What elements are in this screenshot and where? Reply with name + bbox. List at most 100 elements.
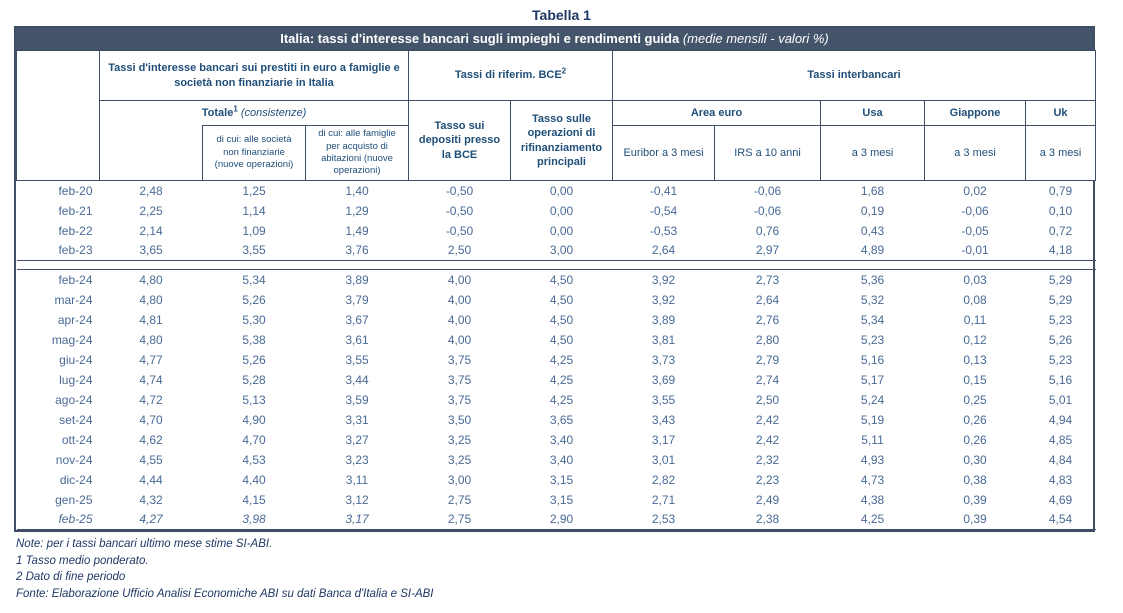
- spacer-cell: [17, 261, 1096, 270]
- cell-value: 5,36: [860, 272, 885, 287]
- cell-value: 4,32: [139, 492, 163, 507]
- cell-value: 3,12: [345, 492, 369, 507]
- cell-value: 4,53: [242, 452, 266, 467]
- row-label: feb-22: [58, 223, 93, 238]
- cell-value: 5,32: [860, 292, 885, 307]
- cell-value: 5,13: [242, 392, 266, 407]
- row-label: feb-21: [58, 203, 93, 218]
- row-label: feb-25: [58, 512, 93, 527]
- cell-value: 1,40: [345, 183, 369, 198]
- row-label: mar-24: [54, 292, 93, 307]
- cell-value: 3,15: [549, 472, 574, 487]
- cell-value: 3,76: [345, 243, 369, 258]
- cell-value: 4,85: [1048, 432, 1073, 447]
- cell-value: 2,48: [139, 183, 163, 198]
- cell-value: 4,50: [549, 332, 574, 347]
- cell-value: 4,40: [242, 472, 266, 487]
- cell-value: 5,34: [242, 272, 266, 287]
- cell-value: 5,16: [1048, 372, 1073, 387]
- table-row: set-24 4,70 4,90 3,31 3,50 3,65 3,43 2,42 5,19 0,…: [17, 410, 1096, 430]
- cell-value: 5,01: [1048, 392, 1073, 407]
- cell-value: 5,23: [1048, 312, 1073, 327]
- cell-value: 4,38: [860, 492, 885, 507]
- tbody-monthly: feb-24 4,80 5,34 3,89 4,00 4,50 3,92 2,73 5,36 0,…: [16, 269, 1096, 530]
- footnote-2: 2 Dato di fine periodo: [16, 571, 126, 583]
- cell-value: 4,73: [860, 472, 885, 487]
- table-row: gen-25 4,32 4,15 3,12 2,75 3,15 2,71 2,49 4,38 0,…: [17, 490, 1096, 510]
- cell-value: 3,55: [651, 392, 676, 407]
- cell-value: 5,23: [860, 332, 885, 347]
- cell-value: 3,55: [242, 243, 266, 258]
- subheader-uk: Uk: [1025, 100, 1097, 126]
- subheader-area-euro: Area euro: [612, 100, 822, 126]
- cell-value: 3,69: [651, 372, 676, 387]
- cell-value: 4,50: [549, 292, 574, 307]
- cell-value: 1,68: [860, 183, 885, 198]
- totale-footnote-marker: 1: [233, 104, 238, 114]
- header-row-leaf: di cui: alle società non finanziarie (nu…: [17, 125, 1097, 181]
- cell-value: 3,27: [345, 432, 369, 447]
- row-label: mag-24: [51, 332, 93, 347]
- cell-value: -0,41: [649, 183, 678, 198]
- cell-value: 3,01: [651, 452, 676, 467]
- cell-value: 0,13: [963, 352, 987, 367]
- cell-value: 0,00: [549, 223, 574, 238]
- row-label: ott-24: [61, 432, 93, 447]
- cell-value: 3,25: [447, 432, 472, 447]
- cell-value: 2,42: [755, 432, 780, 447]
- cell-value: 0,30: [963, 452, 987, 467]
- cell-value: 4,25: [549, 372, 574, 387]
- group-header-loans: Tassi d'interesse bancari sui prestiti i…: [99, 50, 409, 101]
- cell-value: 0,10: [1048, 203, 1073, 218]
- table-row: ott-24 4,62 4,70 3,27 3,25 3,40 3,17 2,42 5,11 0,…: [17, 430, 1096, 450]
- table-row: feb-23 3,65 3,55 3,76 2,50 3,00 2,64 2,97 4,89 -0…: [17, 241, 1096, 261]
- row-label: dic-24: [59, 472, 93, 487]
- cell-value: 2,49: [755, 492, 780, 507]
- cell-value: 3,67: [345, 312, 369, 327]
- cell-value: 3,43: [651, 412, 676, 427]
- cell-value: 4,93: [860, 452, 885, 467]
- cell-value: 3,25: [447, 452, 472, 467]
- table-caption-italic: (medie mensili - valori %): [682, 31, 829, 46]
- cell-value: 4,25: [549, 352, 574, 367]
- table-row: giu-24 4,77 5,26 3,55 3,75 4,25 3,73 2,79 5,16 0,…: [17, 350, 1096, 370]
- cell-value: 3,75: [447, 372, 472, 387]
- cell-value: 2,73: [755, 272, 780, 287]
- cell-value: 5,26: [242, 292, 266, 307]
- cell-value: 4,54: [1048, 512, 1073, 527]
- table-row: dic-24 4,44 4,40 3,11 3,00 3,15 2,82 2,23 4,73 0,…: [17, 470, 1096, 490]
- row-label: feb-23: [58, 243, 93, 258]
- cell-value: 3,79: [345, 292, 369, 307]
- cell-value: 2,80: [755, 332, 780, 347]
- cell-value: 4,80: [139, 332, 163, 347]
- cell-value: 4,77: [139, 352, 163, 367]
- cell-value: 4,94: [1048, 412, 1073, 427]
- cell-value: 3,65: [549, 412, 574, 427]
- totale-note-text: (consistenze): [237, 106, 307, 119]
- cell-value: 5,16: [860, 352, 885, 367]
- cell-value: 3,15: [549, 492, 574, 507]
- table-row: ago-24 4,72 5,13 3,59 3,75 4,25 3,55 2,50 5,24 0,…: [17, 390, 1096, 410]
- row-label: gen-25: [55, 492, 93, 507]
- table-caption: Italia: tassi d'interesse bancari sugli …: [16, 28, 1093, 50]
- table-row: apr-24 4,81 5,30 3,67 4,00 4,50 3,89 2,76 5,34 0,…: [17, 310, 1096, 330]
- cell-value: 2,71: [651, 492, 676, 507]
- column-header-irs: IRS a 10 anni: [714, 125, 822, 181]
- cell-value: 0,38: [963, 472, 987, 487]
- cell-value: 1,25: [242, 183, 266, 198]
- cell-value: 4,50: [549, 272, 574, 287]
- cell-value: 4,55: [139, 452, 163, 467]
- cell-value: 1,14: [242, 203, 266, 218]
- cell-value: 3,23: [345, 452, 369, 467]
- column-header-giappone-3m: a 3 mesi: [924, 125, 1027, 181]
- footnote-source: Fonte: Elaborazione Ufficio Analisi Econ…: [16, 587, 434, 600]
- cell-value: 0,00: [549, 203, 574, 218]
- cell-value: 5,29: [1048, 292, 1073, 307]
- row-label: feb-20: [58, 183, 93, 198]
- cell-value: 3,50: [447, 412, 472, 427]
- cell-value: 2,74: [755, 372, 780, 387]
- cell-value: 0,39: [963, 512, 987, 527]
- cell-value: 0,03: [963, 272, 987, 287]
- totale-text: Totale: [201, 106, 234, 119]
- page-title: Tabella 1: [532, 7, 591, 23]
